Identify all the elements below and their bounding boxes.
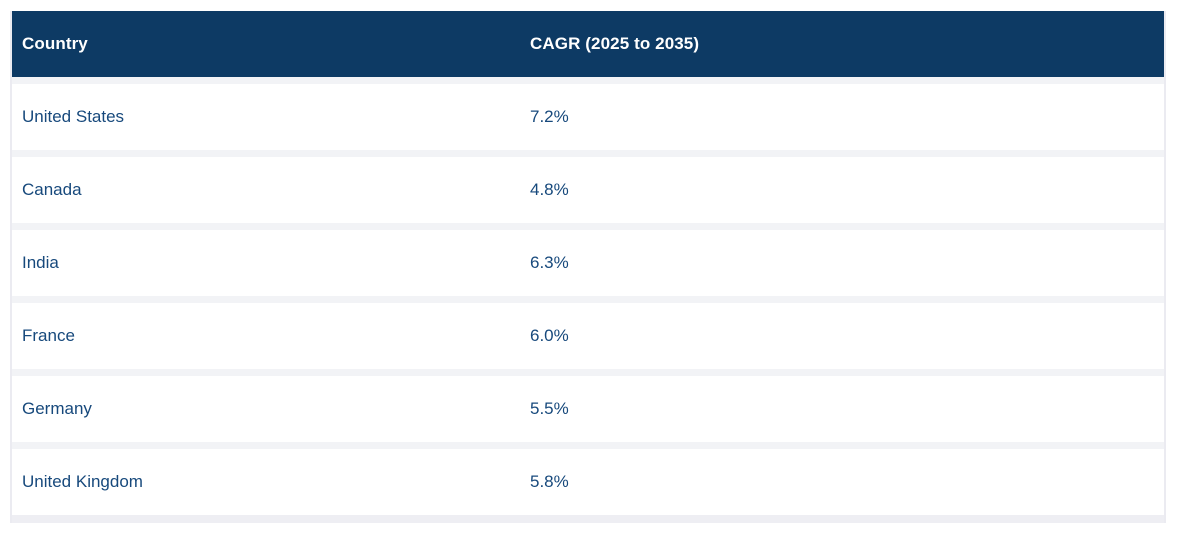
cagr-cell: 7.2% (530, 107, 569, 126)
table-bottom-border (12, 515, 1164, 523)
cagr-cell: 5.5% (530, 399, 569, 418)
table-row: Germany 5.5% (12, 376, 1164, 442)
table-row: France 6.0% (12, 303, 1164, 369)
table-row: India 6.3% (12, 230, 1164, 296)
row-separator (12, 369, 1164, 376)
table-row: United States 7.2% (12, 84, 1164, 150)
table-row: United Kingdom 5.8% (12, 449, 1164, 515)
country-cell: United Kingdom (22, 472, 143, 491)
country-cell: Germany (22, 399, 92, 418)
cagr-cell: 5.8% (530, 472, 569, 491)
column-header-country: Country (22, 34, 88, 53)
country-cell: France (22, 326, 75, 345)
cagr-cell: 6.0% (530, 326, 569, 345)
table-header-row: Country CAGR (2025 to 2035) (12, 11, 1164, 77)
column-header-cagr: CAGR (2025 to 2035) (530, 34, 700, 53)
country-cell: Canada (22, 180, 82, 199)
row-separator (12, 77, 1164, 84)
table-row: Canada 4.8% (12, 157, 1164, 223)
country-cell: India (22, 253, 59, 272)
row-separator (12, 223, 1164, 230)
row-separator (12, 296, 1164, 303)
cagr-cell: 6.3% (530, 253, 569, 272)
cagr-table: Country CAGR (2025 to 2035) United State… (10, 11, 1166, 523)
row-separator (12, 150, 1164, 157)
cagr-cell: 4.8% (530, 180, 569, 199)
country-cell: United States (22, 107, 125, 126)
row-separator (12, 442, 1164, 449)
